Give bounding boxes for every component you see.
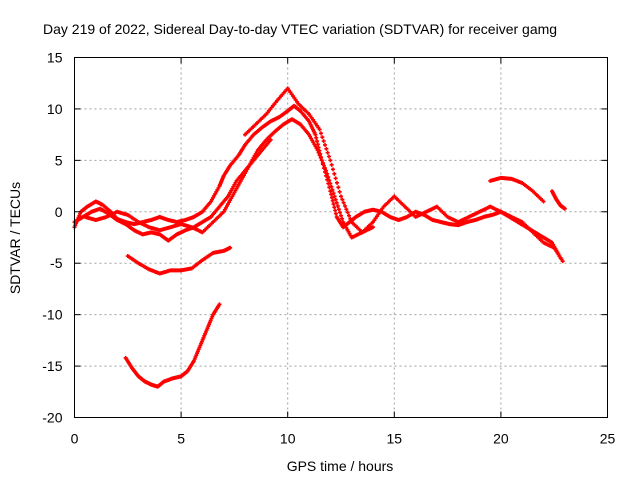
y-tick-label: 5 [55,152,63,168]
y-tick-label: -15 [42,358,62,374]
data-point [332,194,337,199]
data-point [330,187,335,192]
data-point [560,259,565,264]
data-point [228,245,233,250]
data-point [333,176,338,181]
series-trace-6 [488,175,546,204]
series-trace-4 [123,302,222,389]
series-trace-5 [243,86,375,235]
data-point [339,194,343,199]
x-tick-label: 25 [600,431,616,447]
data-point [329,184,334,189]
data-point [319,131,324,136]
data-point [340,216,345,221]
y-axis-label: SDTVAR / TECUs [7,182,23,294]
data-point [324,146,329,151]
data-point [327,178,332,183]
data-point [335,180,340,185]
data-point [268,137,273,142]
data-point [317,127,322,132]
data-point [342,204,347,208]
data-point [339,213,343,218]
data-point [319,158,324,163]
data-point [315,148,320,153]
y-tick-label: 15 [47,50,63,66]
data-point [316,150,321,155]
data-point [337,189,342,194]
data-point [337,210,342,215]
y-tick-label: -20 [42,410,62,426]
series-trace-2 [83,117,565,264]
data-point [541,199,546,204]
y-tick-label: -10 [42,307,62,323]
data-point [328,158,333,163]
data-point [321,163,326,168]
data-point [346,213,351,218]
data-point [318,155,323,160]
data-point [323,142,328,147]
x-tick-label: 10 [280,431,296,447]
series-trace-8 [72,137,273,243]
data-point [329,162,334,167]
data-point [370,225,375,230]
data-point [348,216,353,221]
data-point [317,153,322,158]
data-point [333,197,338,202]
x-tick-label: 5 [177,431,185,447]
data-point [323,166,328,171]
data-point [217,302,222,307]
data-point [321,139,326,144]
data-point [341,200,346,205]
data-point [335,204,340,208]
data-point [331,191,336,196]
data-point [336,185,341,190]
data-point [325,150,330,155]
x-tick-label: 15 [387,431,403,447]
data-point [320,160,325,165]
y-tick-label: -5 [50,255,63,271]
y-tick-label: 10 [47,101,63,117]
data-point [320,135,325,140]
data-point [331,167,336,172]
series-trace-7 [550,189,567,211]
data-point [327,154,332,159]
y-tick-label: 0 [55,204,63,220]
data-point [344,207,349,212]
x-tick-label: 20 [493,431,509,447]
data-point [340,197,345,202]
series-trace-3 [125,245,233,276]
data-point [336,207,341,212]
data-points [72,86,567,389]
tick-labels: 0 5 10 15 20 25 -20 -15 -10 -5 0 5 10 15 [42,50,615,447]
tick-marks [74,57,608,418]
data-point [328,181,333,186]
data-point [562,206,567,211]
data-point [325,171,330,176]
x-axis-label: GPS time / hours [287,458,394,474]
chart-title: Day 219 of 2022, Sidereal Day-to-day VTE… [43,21,557,37]
x-tick-label: 0 [71,431,79,447]
data-point [324,168,329,173]
plot-frame [74,57,608,418]
data-point [334,200,339,205]
data-point [332,171,337,176]
data-point [326,175,331,180]
data-point [345,210,350,215]
